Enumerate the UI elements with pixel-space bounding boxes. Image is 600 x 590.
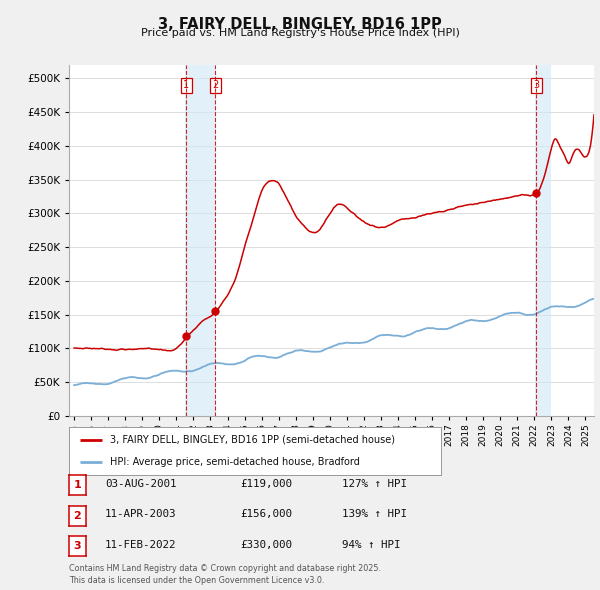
- Text: 1: 1: [74, 480, 81, 490]
- Text: 94% ↑ HPI: 94% ↑ HPI: [342, 540, 401, 550]
- Text: 3, FAIRY DELL, BINGLEY, BD16 1PP (semi-detached house): 3, FAIRY DELL, BINGLEY, BD16 1PP (semi-d…: [110, 435, 395, 445]
- Text: £330,000: £330,000: [240, 540, 292, 550]
- Text: 2: 2: [212, 80, 218, 90]
- Text: 2: 2: [74, 511, 81, 520]
- Bar: [185, 65, 216, 416]
- Text: Contains HM Land Registry data © Crown copyright and database right 2025.
This d: Contains HM Land Registry data © Crown c…: [69, 565, 381, 585]
- Text: £119,000: £119,000: [240, 479, 292, 489]
- Text: HPI: Average price, semi-detached house, Bradford: HPI: Average price, semi-detached house,…: [110, 457, 360, 467]
- Text: 1: 1: [183, 80, 190, 90]
- Text: 03-AUG-2001: 03-AUG-2001: [105, 479, 176, 489]
- Text: 3: 3: [74, 542, 81, 551]
- Bar: [535, 65, 551, 416]
- Text: £156,000: £156,000: [240, 510, 292, 519]
- Text: 11-FEB-2022: 11-FEB-2022: [105, 540, 176, 550]
- Text: 3: 3: [533, 80, 539, 90]
- Text: 139% ↑ HPI: 139% ↑ HPI: [342, 510, 407, 519]
- Text: 11-APR-2003: 11-APR-2003: [105, 510, 176, 519]
- Text: Price paid vs. HM Land Registry's House Price Index (HPI): Price paid vs. HM Land Registry's House …: [140, 28, 460, 38]
- Text: 3, FAIRY DELL, BINGLEY, BD16 1PP: 3, FAIRY DELL, BINGLEY, BD16 1PP: [158, 17, 442, 31]
- Text: 127% ↑ HPI: 127% ↑ HPI: [342, 479, 407, 489]
